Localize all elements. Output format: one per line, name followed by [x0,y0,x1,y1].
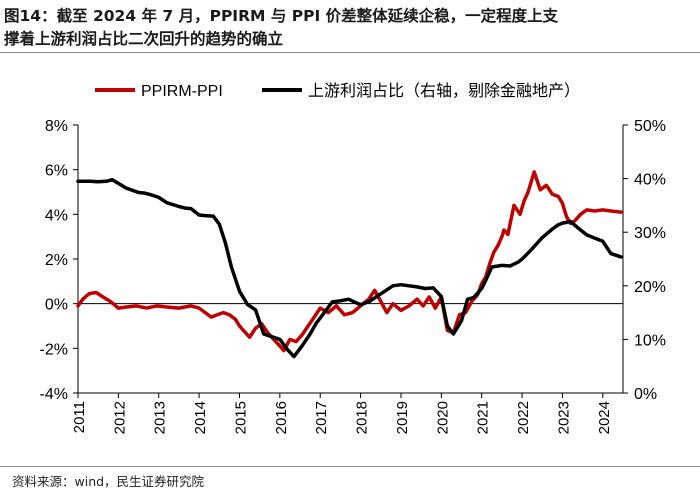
legend-label: 上游利润占比（右轴，剔除金融地产） [308,82,580,100]
x-axis-tick-label: 2020 [434,401,451,434]
legend-label: PPIRM-PPI [141,83,223,100]
right-axis-tick-label: 20% [634,279,666,296]
data-source-note: 资料来源：wind，民生证券研究院 [12,474,205,489]
right-axis-tick-label: 30% [634,225,666,242]
left-axis-tick-label: 2% [45,252,68,269]
x-axis-tick-label: 2014 [192,401,209,434]
x-axis-tick-label: 2019 [394,401,411,434]
chart-title-line-2: 撑着上游利润占比二次回升的趋势的确立 [4,30,284,48]
chart-axes: -4% -2% 0% 2% 4% 6% 8% 0% 10% 20% 30% 40% 50% 2011 201… [40,118,666,434]
x-axis-tick-label: 2018 [354,401,371,434]
title-divider [0,52,700,53]
x-axis-tick-label: 2013 [152,401,169,434]
chart-title: 图14：截至 2024 年 7 月，PPIRM 与 PPI 价差整体延续企稳，一… [4,5,696,51]
right-axis-tick-label: 10% [634,332,666,349]
x-axis-tick-label: 2024 [596,401,613,434]
chart-series [76,170,623,359]
chart-title-line-1: 图14：截至 2024 年 7 月，PPIRM 与 PPI 价差整体延续企稳，一… [4,7,559,25]
x-axis-tick-label: 2012 [111,401,128,434]
x-axis-tick-label: 2023 [555,401,572,434]
left-axis-tick-label: -2% [40,341,68,358]
left-axis-tick-label: 8% [45,118,68,135]
x-axis-tick-label: 2016 [273,401,290,434]
left-axis-tick-label: 6% [45,163,68,180]
series-line-upstream-profit-share [76,177,623,359]
left-axis-tick-label: 4% [45,207,68,224]
right-axis-tick-label: 0% [634,386,657,403]
x-axis-tick-label: 2011 [71,401,88,433]
legend: PPIRM-PPI 上游利润占比（右轴，剔除金融地产） [95,82,580,100]
left-axis-tick-label: 0% [45,297,68,314]
x-axis-tick-label: 2017 [313,401,330,434]
right-axis-tick-label: 40% [634,172,666,189]
x-axis-tick-label: 2015 [232,401,249,434]
x-axis-tick-label: 2021 [475,401,492,434]
right-axis-tick-label: 50% [634,118,666,135]
left-axis-tick-label: -4% [40,386,68,403]
x-axis-tick-label: 2022 [515,401,532,434]
source-divider [0,466,700,467]
